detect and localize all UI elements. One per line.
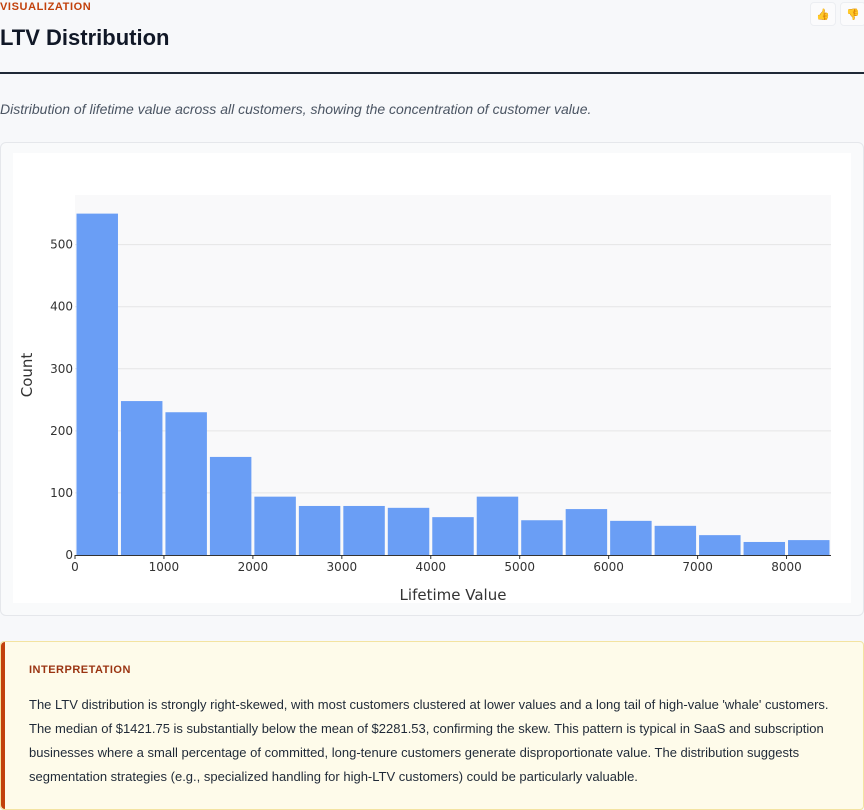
chart-caption: Distribution of lifetime value across al… — [0, 101, 592, 117]
y-tick-label: 500 — [50, 238, 73, 252]
bar-layer — [76, 213, 830, 555]
y-tick-label: 0 — [65, 548, 73, 562]
histogram-bar[interactable] — [343, 505, 385, 555]
histogram-bar[interactable] — [209, 456, 252, 555]
histogram-bar[interactable] — [76, 213, 118, 555]
x-tick-label: 8000 — [771, 560, 802, 574]
thumbs-up-icon[interactable]: 👍 — [810, 2, 836, 26]
page-title: LTV Distribution — [0, 25, 170, 50]
x-tick-label: 1000 — [149, 560, 180, 574]
y-tick-label: 100 — [50, 486, 73, 500]
histogram-bar[interactable] — [387, 507, 430, 555]
interpretation-panel: INTERPRETATION The LTV distribution is s… — [0, 641, 864, 810]
interpretation-label: INTERPRETATION — [29, 664, 131, 676]
x-axis-title: Lifetime Value — [400, 586, 507, 603]
y-tick-label: 200 — [50, 424, 73, 438]
histogram-bar[interactable] — [298, 505, 341, 555]
x-tick-label: 6000 — [593, 560, 624, 574]
thumbs-down-icon[interactable]: 👎 — [840, 2, 864, 26]
histogram-bar[interactable] — [476, 496, 519, 555]
histogram-bar[interactable] — [654, 525, 697, 555]
chart-area: 0 100 200 300 400 500 0 1000 2000 3000 4000 5000 600… — [13, 153, 851, 603]
title-divider — [0, 72, 864, 74]
x-tick-label: 5000 — [504, 560, 535, 574]
x-tick-label: 4000 — [415, 560, 446, 574]
y-tick-label: 300 — [50, 362, 73, 376]
histogram-bar[interactable] — [743, 541, 786, 555]
y-axis-title: Count — [18, 353, 36, 398]
histogram-bar[interactable] — [565, 509, 608, 555]
feedback-buttons: 👍 👎 — [810, 2, 864, 26]
y-tick-label: 400 — [50, 300, 73, 314]
x-tick-label: 0 — [71, 560, 79, 574]
histogram-bar[interactable] — [254, 496, 296, 555]
interpretation-accent-bar — [1, 642, 5, 809]
x-tick-label: 3000 — [327, 560, 358, 574]
section-label: VISUALIZATION — [0, 1, 92, 13]
histogram-bar[interactable] — [788, 540, 830, 555]
x-tick-label: 2000 — [238, 560, 269, 574]
interpretation-text: The LTV distribution is strongly right-s… — [29, 697, 829, 784]
histogram-bar[interactable] — [699, 535, 741, 555]
chart-card: 0 100 200 300 400 500 0 1000 2000 3000 4000 5000 600… — [0, 142, 864, 616]
histogram-bar[interactable] — [610, 520, 652, 555]
histogram-bar[interactable] — [432, 517, 474, 555]
x-tick-label: 7000 — [682, 560, 713, 574]
histogram-bar[interactable] — [120, 401, 163, 555]
histogram-bar[interactable] — [165, 412, 207, 555]
histogram-bar[interactable] — [521, 520, 563, 555]
